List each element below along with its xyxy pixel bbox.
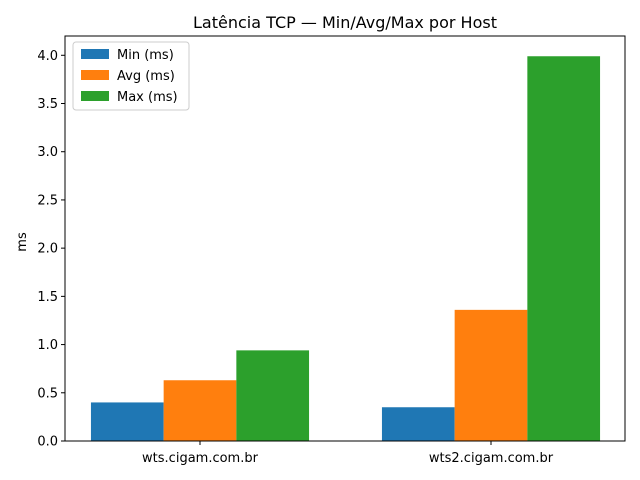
bar-1-1 [454,309,528,441]
legend-label: Min (ms) [117,48,174,63]
legend-label: Avg (ms) [117,69,175,84]
axes-frame [64,35,626,442]
y-tick-label: 0.0 [37,435,58,450]
bar-2-1 [527,56,601,441]
y-tick-label: 2.0 [37,242,58,257]
y-tick-label: 0.5 [37,386,58,401]
x-tick-label: wts2.cigam.com.br [429,451,554,466]
y-tick-label: 3.0 [37,145,58,160]
x-tick-label: wts.cigam.com.br [142,451,259,466]
bar-0-0 [90,402,164,441]
bar-2-0 [236,350,310,441]
y-tick-label: 3.5 [37,97,58,112]
plot-area: 0.0 0.5 1.0 1.5 2.0 2.5 3.0 3.5 4.0 wts.cigam.com… [37,35,626,466]
y-tick-label: 1.5 [37,290,58,305]
bar-0-1 [381,407,455,441]
legend-swatch [81,49,109,59]
chart-title: Latência TCP — Min/Avg/Max por Host [193,13,497,32]
bar-1-0 [163,380,237,441]
y-axis-label: ms [15,232,30,252]
y-tick-label: 1.0 [37,338,58,353]
legend-label: Max (ms) [117,90,178,105]
legend: Min (ms) Avg (ms) Max (ms) [72,41,190,111]
y-tick-label: 4.0 [37,49,58,64]
legend-swatch [81,70,109,80]
y-tick-label: 2.5 [37,193,58,208]
legend-swatch [81,91,109,101]
